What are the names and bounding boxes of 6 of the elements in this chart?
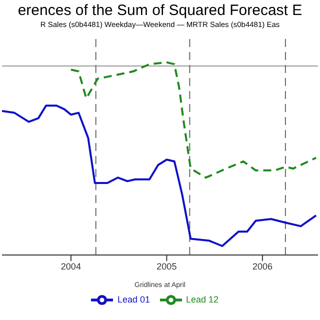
x-tick-label: 2005 [156, 261, 177, 272]
x-tick-label: 2006 [252, 261, 272, 272]
legend-label: Lead 12 [186, 294, 219, 304]
x-tick-label: 2004 [60, 261, 81, 272]
chart-title: erences of the Sum of Squared Forecast E [16, 2, 304, 19]
legend-label: Lead 01 [117, 294, 150, 304]
